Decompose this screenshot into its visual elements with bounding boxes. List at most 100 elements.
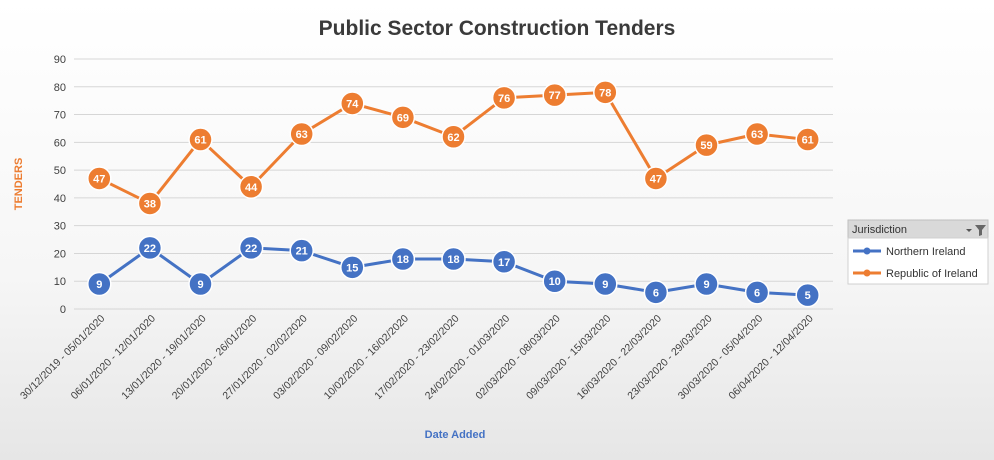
data-point (441, 246, 466, 272)
data-point (491, 85, 517, 111)
x-tick-label: 20/01/2020 - 26/01/2020 (170, 313, 260, 403)
data-label: 38 (144, 198, 156, 210)
data-label: 17 (498, 257, 510, 269)
data-label: 78 (599, 87, 611, 99)
data-point (188, 127, 213, 152)
data-label: 63 (751, 129, 763, 141)
x-tick-label: 06/04/2020 - 12/04/2020 (726, 313, 816, 403)
x-tick-label: 17/02/2020 - 23/02/2020 (372, 313, 462, 403)
series-republic-of-ireland: 47 38 61 44 63 74 69 62 76 77 78 47 59 63 61 (87, 80, 820, 216)
legend-items: Northern Ireland Republic of Ireland (853, 246, 978, 280)
data-point (238, 174, 264, 200)
data-label: 22 (144, 243, 156, 255)
data-point (87, 271, 112, 297)
legend-label: Northern Ireland (886, 246, 966, 258)
data-point (744, 121, 770, 147)
y-tick-label: 80 (54, 82, 66, 94)
data-point (87, 166, 112, 191)
x-tick-label: 27/01/2020 - 02/02/2020 (220, 313, 310, 403)
data-label: 76 (498, 93, 510, 105)
y-tick-label: 60 (54, 137, 66, 149)
data-point (491, 249, 517, 275)
y-tick-label: 0 (60, 304, 66, 316)
gridlines (74, 58, 833, 310)
data-label: 47 (93, 173, 105, 185)
data-label: 69 (397, 112, 409, 124)
data-label: 59 (700, 140, 712, 152)
data-label: 63 (296, 129, 308, 141)
x-tick-label: 30/12/2019 - 05/01/2020 (18, 313, 108, 403)
data-point (795, 127, 820, 152)
data-point (694, 132, 719, 158)
legend: Jurisdiction Northern Ireland Republic of… (847, 219, 989, 285)
y-tick-label: 10 (54, 276, 66, 288)
data-label: 47 (650, 173, 662, 185)
x-tick-label: 23/03/2020 - 29/03/2020 (625, 313, 715, 403)
data-point (289, 238, 314, 263)
x-tick-label: 13/01/2020 - 19/01/2020 (119, 313, 209, 403)
data-point (340, 91, 365, 116)
data-point (795, 282, 820, 308)
y-tick-label: 90 (54, 54, 66, 66)
data-label: 18 (447, 254, 459, 266)
legend-swatch-marker (863, 247, 871, 255)
data-label: 61 (802, 135, 814, 147)
filter-icon[interactable] (966, 225, 986, 236)
legend-item: Republic of Ireland (853, 268, 978, 280)
data-label: 9 (703, 279, 709, 291)
data-point (390, 105, 416, 130)
y-tick-label: 50 (54, 165, 66, 177)
y-tick-label: 70 (54, 110, 66, 122)
data-point (593, 80, 618, 105)
data-point (137, 191, 163, 216)
data-label: 44 (245, 182, 258, 194)
data-point (694, 271, 719, 297)
data-label: 5 (805, 290, 811, 302)
data-label: 74 (346, 98, 359, 110)
x-tick-label: 06/01/2020 - 12/01/2020 (69, 313, 159, 403)
data-label: 9 (96, 279, 102, 291)
data-label: 6 (653, 287, 659, 299)
data-label: 9 (602, 279, 608, 291)
data-label: 61 (194, 135, 206, 147)
legend-label: Republic of Ireland (886, 268, 978, 280)
x-tick-label: 03/02/2020 - 09/02/2020 (271, 313, 361, 403)
x-tick-label: 10/02/2020 - 16/02/2020 (322, 313, 412, 403)
y-tick-label: 40 (54, 193, 66, 205)
x-tick-label: 16/03/2020 - 22/03/2020 (575, 313, 665, 403)
data-point (238, 235, 264, 261)
legend-title: Jurisdiction (852, 224, 907, 236)
data-point (643, 280, 669, 305)
data-point (137, 235, 163, 261)
legend-swatch-marker (863, 269, 871, 277)
data-point (542, 268, 567, 294)
data-label: 21 (296, 246, 308, 258)
data-label: 9 (197, 279, 203, 291)
data-point (441, 124, 466, 150)
data-label: 77 (549, 90, 561, 102)
y-tick-label: 30 (54, 221, 66, 233)
data-point (593, 271, 618, 297)
data-label: 6 (754, 287, 760, 299)
data-point (289, 121, 314, 147)
data-label: 18 (397, 254, 409, 266)
data-label: 22 (245, 243, 257, 255)
chart-title: Public Sector Construction Tenders (319, 17, 676, 40)
y-tick-label: 20 (54, 248, 66, 260)
data-point (542, 82, 567, 108)
data-point (744, 280, 770, 305)
x-axis-title: Date Added (425, 429, 486, 441)
x-tick-label: 30/03/2020 - 05/04/2020 (676, 313, 766, 403)
series-northern-ireland: 9 22 9 22 21 15 18 18 17 10 9 6 9 6 5 (87, 235, 820, 308)
data-point (340, 255, 365, 280)
data-point (188, 271, 213, 297)
data-label: 62 (447, 132, 459, 144)
x-tick-label: 09/03/2020 - 15/03/2020 (524, 313, 614, 403)
data-point (643, 166, 669, 191)
y-axis-title: TENDERS (13, 158, 25, 211)
data-point (390, 246, 416, 272)
y-axis-ticks: 0 10 20 30 40 50 60 70 80 90 (54, 54, 66, 316)
